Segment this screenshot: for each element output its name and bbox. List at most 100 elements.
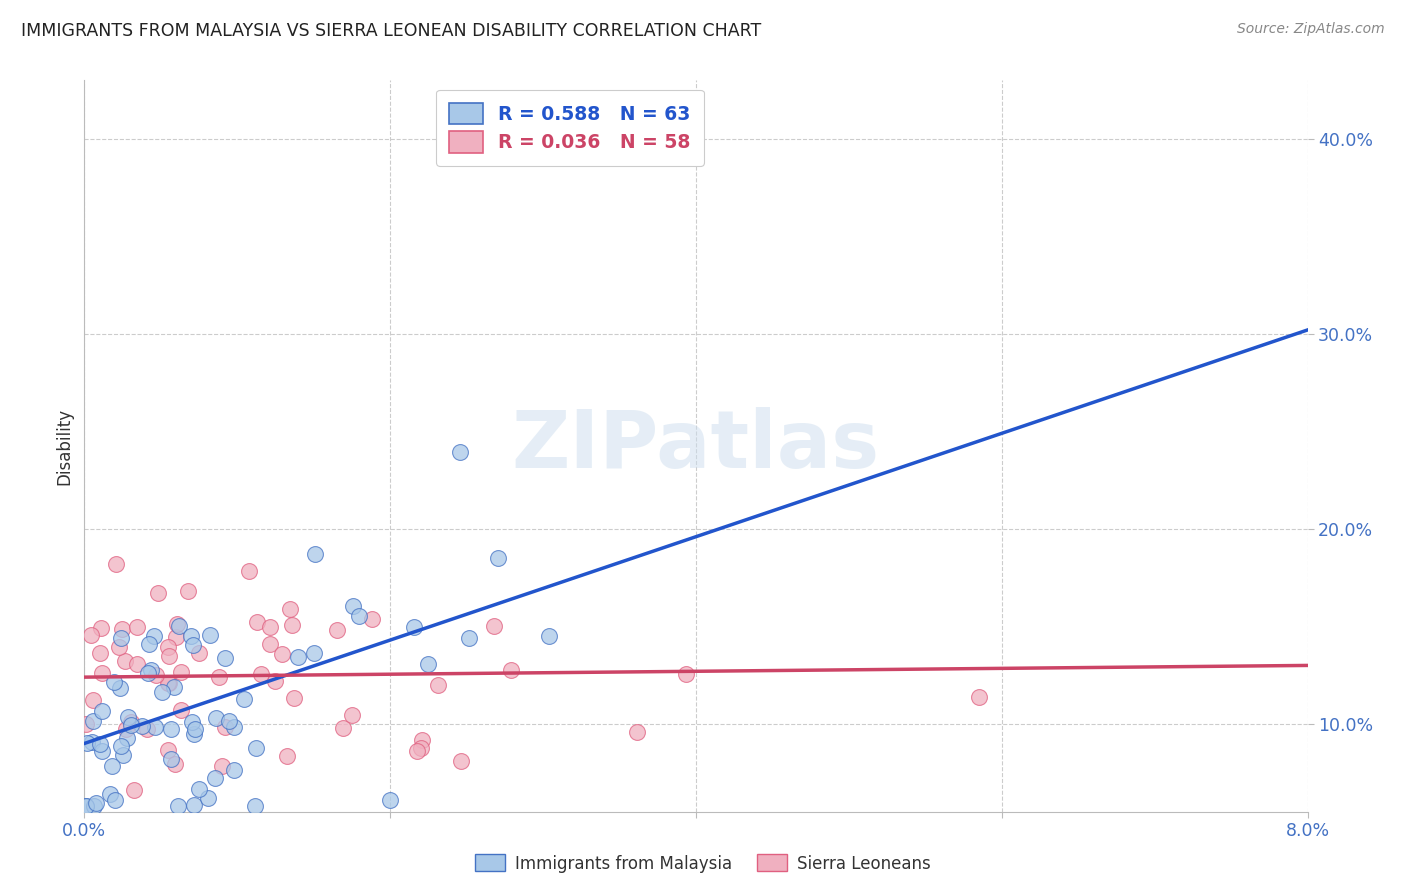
Point [83, 798, 105, 813]
Point [82, 693, 104, 707]
Point [163, 757, 186, 772]
Point [181, 715, 204, 730]
Point [304, 547, 326, 561]
Point [114, 654, 136, 668]
Point [332, 721, 354, 735]
Point [302, 646, 325, 660]
Point [136, 665, 159, 680]
Point [326, 623, 349, 637]
Point [98, 787, 121, 801]
Point [177, 584, 200, 599]
Point [157, 648, 180, 663]
Point [187, 646, 209, 660]
Point [188, 782, 211, 797]
Point [91, 744, 114, 758]
Point [259, 637, 281, 651]
Point [136, 722, 159, 736]
Point [111, 623, 134, 637]
Point [482, 619, 505, 633]
Point [276, 748, 298, 763]
Point [458, 632, 481, 646]
Point [115, 731, 138, 746]
Point [76, 736, 98, 750]
Point [184, 723, 207, 737]
Point [156, 743, 179, 757]
Point [233, 692, 256, 706]
Point [238, 564, 260, 578]
Point [486, 551, 509, 566]
Point [90, 665, 112, 680]
Point [183, 727, 205, 741]
Point [278, 602, 301, 616]
Point [167, 618, 190, 632]
Point [111, 747, 134, 762]
Point [411, 740, 433, 755]
Point [204, 711, 226, 725]
Point [166, 798, 188, 813]
Point [157, 640, 180, 655]
Text: Source: ZipAtlas.com: Source: ZipAtlas.com [1237, 22, 1385, 37]
Y-axis label: Disability: Disability [55, 408, 73, 484]
Point [80, 735, 103, 749]
Point [125, 657, 148, 671]
Point [537, 629, 560, 643]
Point [89, 646, 111, 660]
Point [264, 673, 287, 688]
Point [142, 628, 165, 642]
Point [117, 710, 139, 724]
Point [347, 608, 370, 623]
Point [340, 708, 363, 723]
Point [208, 670, 231, 684]
Point [120, 718, 142, 732]
Point [157, 675, 180, 690]
Point [115, 723, 138, 737]
Point [222, 764, 245, 778]
Point [416, 657, 439, 671]
Point [163, 681, 186, 695]
Point [378, 793, 401, 807]
Point [406, 744, 429, 758]
Point [91, 704, 114, 718]
Legend: Immigrants from Malaysia, Sierra Leoneans: Immigrants from Malaysia, Sierra Leonean… [468, 847, 938, 880]
Point [450, 754, 472, 768]
Point [197, 791, 219, 805]
Point [75, 716, 97, 731]
Point [361, 612, 384, 626]
Point [80, 627, 103, 641]
Point [501, 663, 523, 677]
Point [127, 620, 149, 634]
Point [281, 617, 304, 632]
Text: IMMIGRANTS FROM MALAYSIA VS SIERRA LEONEAN DISABILITY CORRELATION CHART: IMMIGRANTS FROM MALAYSIA VS SIERRA LEONE… [21, 22, 761, 40]
Point [245, 741, 267, 756]
Point [283, 690, 305, 705]
Point [270, 647, 292, 661]
Point [170, 703, 193, 717]
Point [75, 798, 97, 813]
Point [287, 650, 309, 665]
Point [104, 793, 127, 807]
Point [150, 685, 173, 699]
Point [166, 616, 188, 631]
Point [675, 667, 697, 681]
Point [89, 737, 111, 751]
Point [157, 676, 180, 690]
Point [181, 638, 204, 652]
Point [122, 783, 145, 797]
Point [626, 725, 648, 739]
Point [138, 637, 160, 651]
Text: ZIPatlas: ZIPatlas [512, 407, 880, 485]
Point [146, 586, 169, 600]
Point [110, 681, 132, 696]
Point [165, 630, 187, 644]
Point [120, 714, 142, 729]
Point [218, 714, 240, 728]
Point [259, 620, 281, 634]
Point [100, 759, 122, 773]
Point [211, 759, 233, 773]
Point [170, 665, 193, 679]
Point [183, 798, 205, 813]
Point [139, 664, 162, 678]
Point [404, 620, 426, 634]
Point [967, 690, 990, 704]
Point [160, 723, 183, 737]
